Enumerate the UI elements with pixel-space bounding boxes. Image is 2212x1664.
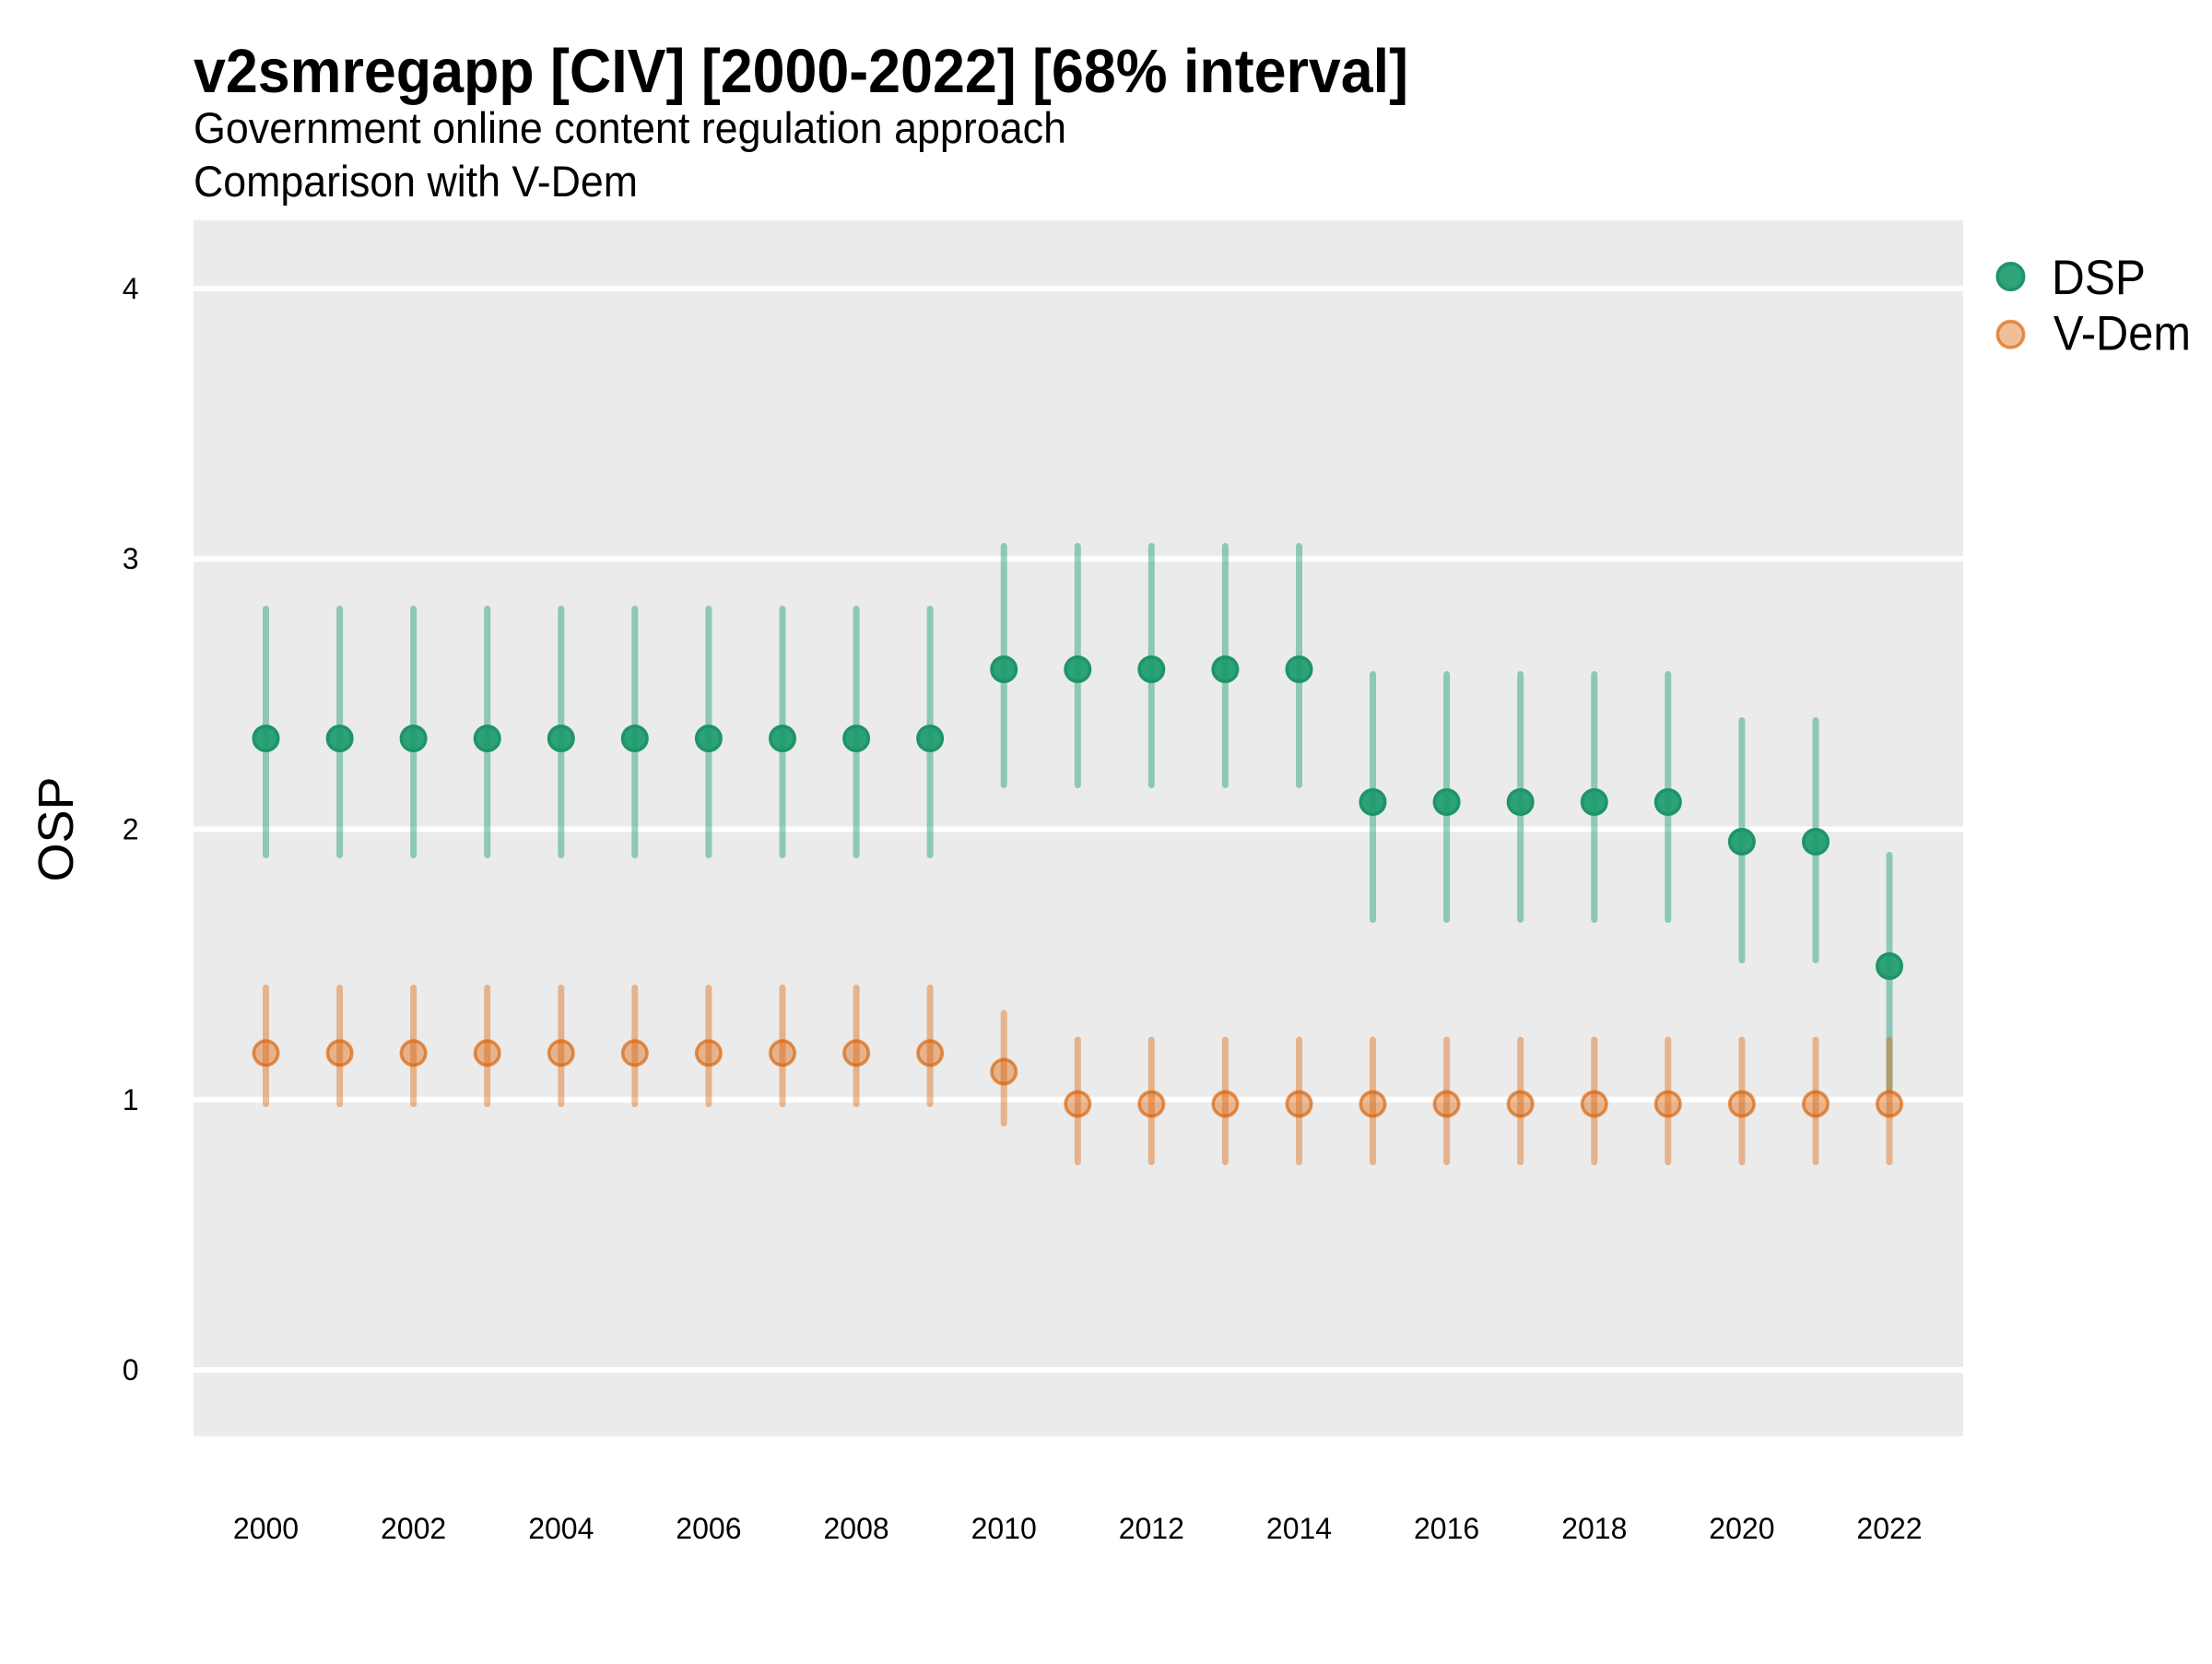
svg-text:3: 3 [123, 542, 139, 575]
svg-text:Comparison with V-Dem: Comparison with V-Dem [194, 157, 638, 206]
svg-text:V-Dem: V-Dem [2053, 307, 2191, 361]
svg-text:v2smregapp [CIV] [2000-2022] [: v2smregapp [CIV] [2000-2022] [68% interv… [194, 37, 1408, 106]
svg-text:2008: 2008 [824, 1512, 889, 1545]
svg-text:2010: 2010 [971, 1512, 1037, 1545]
svg-text:2016: 2016 [1414, 1512, 1479, 1545]
svg-text:2018: 2018 [1561, 1512, 1627, 1545]
svg-text:0: 0 [123, 1353, 139, 1387]
svg-text:2006: 2006 [676, 1512, 741, 1545]
svg-text:Government online content regu: Government online content regulation app… [194, 103, 1066, 152]
svg-text:2022: 2022 [1856, 1512, 1922, 1545]
svg-text:2020: 2020 [1709, 1512, 1774, 1545]
svg-text:2014: 2014 [1266, 1512, 1332, 1545]
svg-text:2012: 2012 [1119, 1512, 1184, 1545]
svg-text:2002: 2002 [381, 1512, 446, 1545]
svg-text:1: 1 [123, 1083, 139, 1116]
svg-text:2000: 2000 [233, 1512, 299, 1545]
svg-text:DSP: DSP [2052, 251, 2146, 305]
svg-text:2: 2 [123, 813, 139, 846]
svg-text:2004: 2004 [528, 1512, 594, 1545]
svg-text:4: 4 [123, 272, 139, 305]
svg-text:OSP: OSP [29, 776, 84, 881]
